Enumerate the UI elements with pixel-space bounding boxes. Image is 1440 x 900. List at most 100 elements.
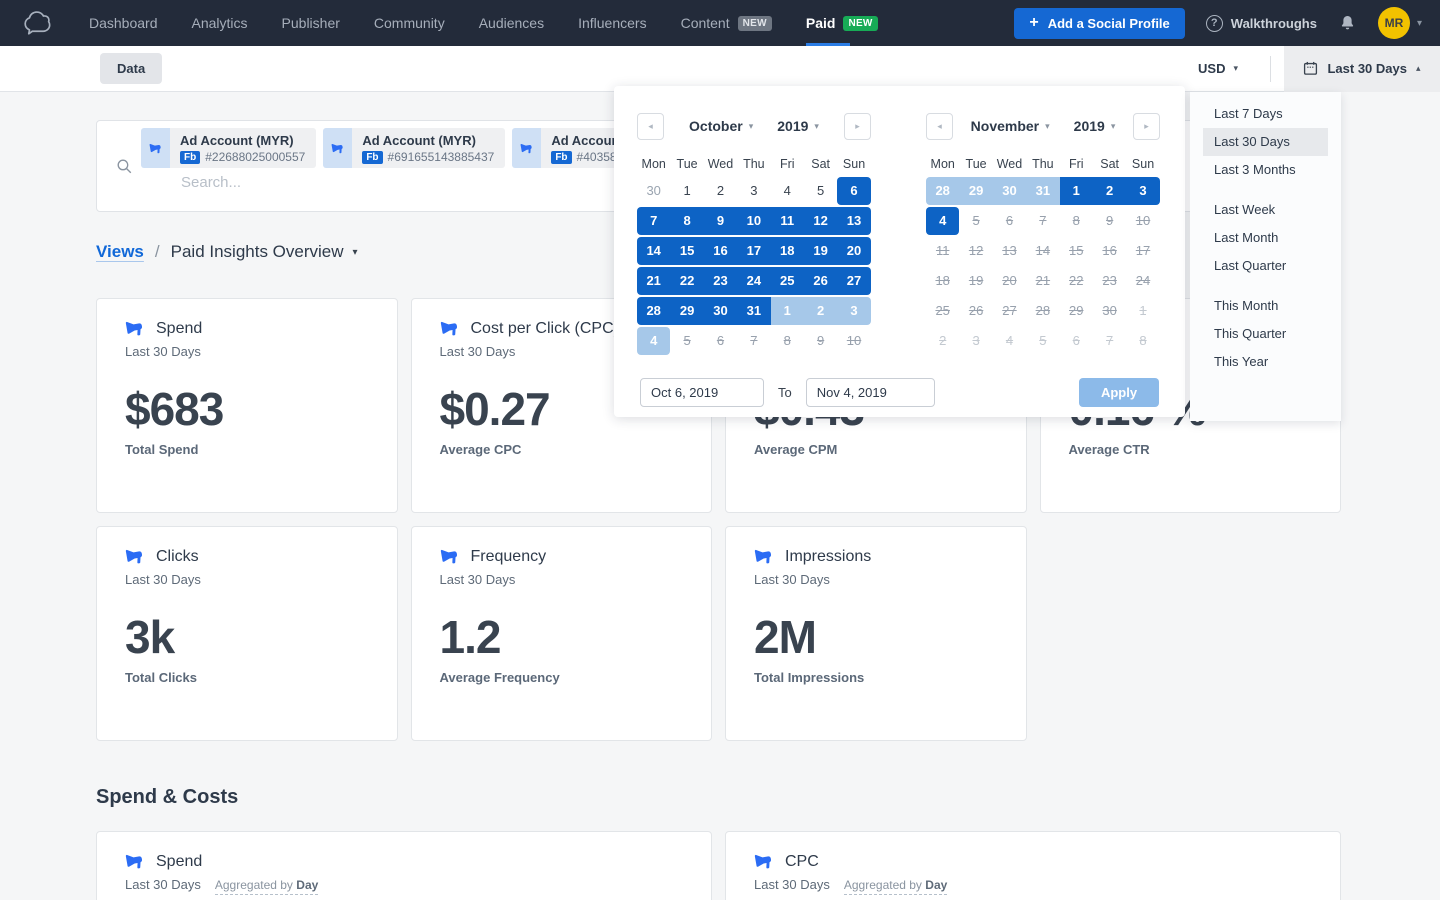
calendar-day[interactable]: 30 xyxy=(992,177,1027,205)
calendar-day[interactable]: 7 xyxy=(1106,333,1114,348)
calendar-day[interactable]: 30 xyxy=(646,183,661,198)
calendar-day[interactable]: 11 xyxy=(935,243,950,258)
calendar-day[interactable]: 7 xyxy=(637,207,671,235)
calendar-day[interactable]: 7 xyxy=(750,333,758,348)
calendar-day[interactable]: 4 xyxy=(637,327,671,355)
calendar-day[interactable]: 7 xyxy=(1039,213,1047,228)
calendar-day[interactable]: 1 xyxy=(770,297,804,325)
calendar-day[interactable]: 4 xyxy=(783,183,791,198)
calendar-day[interactable]: 9 xyxy=(1106,213,1114,228)
end-date-input[interactable] xyxy=(805,378,935,407)
prev-month-button[interactable]: ◂ xyxy=(637,112,664,140)
calendar-day[interactable]: 28 xyxy=(926,177,960,205)
calendar-day[interactable]: 11 xyxy=(770,207,804,235)
calendar-day[interactable]: 6 xyxy=(716,333,725,348)
calendar-day[interactable]: 31 xyxy=(737,297,771,325)
calendar-day[interactable]: 8 xyxy=(670,207,704,235)
calendar-day[interactable]: 28 xyxy=(1035,303,1051,318)
calendar-day[interactable]: 6 xyxy=(837,177,871,205)
calendar-day[interactable]: 5 xyxy=(972,213,980,228)
calendar-day[interactable]: 31 xyxy=(1026,177,1060,205)
calendar-day[interactable]: 30 xyxy=(703,297,738,325)
nav-item-publisher[interactable]: Publisher xyxy=(265,0,357,46)
calendar-day[interactable]: 1 xyxy=(683,183,691,198)
calendar-day[interactable]: 2 xyxy=(939,333,947,348)
calendar-day[interactable]: 29 xyxy=(959,177,993,205)
calendar-day[interactable]: 13 xyxy=(1002,243,1017,258)
nav-item-paid[interactable]: Paid NEW xyxy=(789,0,895,46)
calendar-day[interactable]: 4 xyxy=(926,207,960,235)
nav-item-content[interactable]: Content NEW xyxy=(664,0,789,46)
nav-item-influencers[interactable]: Influencers xyxy=(561,0,663,46)
calendar-day[interactable]: 2 xyxy=(716,183,725,198)
nav-item-analytics[interactable]: Analytics xyxy=(175,0,265,46)
calendar-day[interactable]: 22 xyxy=(670,267,704,295)
range-option-last-quarter[interactable]: Last Quarter xyxy=(1214,258,1287,273)
range-option-last-3-months[interactable]: Last 3 Months xyxy=(1214,162,1296,177)
calendar-day[interactable]: 15 xyxy=(1069,243,1084,258)
data-tab-button[interactable]: Data xyxy=(100,53,163,84)
apply-button[interactable]: Apply xyxy=(1079,378,1159,407)
month-select[interactable]: November ▾ xyxy=(971,118,1050,134)
add-social-profile-button[interactable]: + Add a Social Profile xyxy=(1014,7,1185,39)
calendar-day[interactable]: 19 xyxy=(968,273,984,288)
prev-month-button[interactable]: ◂ xyxy=(926,112,953,140)
calendar-day[interactable]: 20 xyxy=(837,237,871,265)
calendar-day[interactable]: 16 xyxy=(703,237,738,265)
calendar-day[interactable]: 9 xyxy=(703,207,738,235)
calendar-day[interactable]: 5 xyxy=(817,183,825,198)
search-input[interactable] xyxy=(181,174,611,191)
aggregation-toggle[interactable]: Aggregated by Day xyxy=(214,878,319,895)
calendar-day[interactable]: 1 xyxy=(1059,177,1093,205)
calendar-day[interactable]: 8 xyxy=(1139,333,1147,348)
calendar-day[interactable]: 14 xyxy=(1035,243,1051,258)
notifications-bell-icon[interactable] xyxy=(1338,14,1357,33)
calendar-day[interactable]: 12 xyxy=(803,207,838,235)
range-option-last-month[interactable]: Last Month xyxy=(1214,230,1279,245)
calendar-day[interactable]: 25 xyxy=(770,267,804,295)
year-select[interactable]: 2019 ▾ xyxy=(777,118,819,134)
calendar-day[interactable]: 22 xyxy=(1069,273,1084,288)
calendar-day[interactable]: 19 xyxy=(803,237,838,265)
app-logo-icon[interactable] xyxy=(22,8,52,38)
calendar-day[interactable]: 18 xyxy=(935,273,950,288)
calendar-day[interactable]: 23 xyxy=(1102,273,1117,288)
account-chip[interactable]: Ad Account (MYR) Fb #691655143885437 xyxy=(323,128,506,168)
range-option-last-30-days[interactable]: Last 30 Days xyxy=(1203,128,1328,156)
calendar-day[interactable]: 15 xyxy=(670,237,704,265)
account-chip[interactable]: Ad Account (MYR) Fb #22688025000557 xyxy=(141,128,317,168)
calendar-day[interactable]: 3 xyxy=(750,183,758,198)
calendar-day[interactable]: 30 xyxy=(1102,303,1117,318)
calendar-day[interactable]: 13 xyxy=(837,207,871,235)
calendar-day[interactable]: 21 xyxy=(1035,273,1051,288)
calendar-day[interactable]: 16 xyxy=(1102,243,1117,258)
view-selector[interactable]: Paid Insights Overview ▾ xyxy=(171,242,358,262)
walkthroughs-button[interactable]: ? Walkthroughs xyxy=(1205,14,1317,32)
year-select[interactable]: 2019 ▾ xyxy=(1074,118,1116,134)
range-option-this-month[interactable]: This Month xyxy=(1214,298,1279,313)
calendar-day[interactable]: 8 xyxy=(783,333,791,348)
calendar-day[interactable]: 20 xyxy=(1002,273,1017,288)
calendar-day[interactable]: 1 xyxy=(1139,303,1147,318)
avatar[interactable]: MR xyxy=(1377,7,1410,39)
calendar-day[interactable]: 27 xyxy=(837,267,871,295)
currency-select[interactable]: USD ▾ xyxy=(1198,61,1238,76)
calendar-day[interactable]: 9 xyxy=(817,333,825,348)
calendar-day[interactable]: 21 xyxy=(637,267,671,295)
aggregation-toggle[interactable]: Aggregated by Day xyxy=(843,878,948,895)
range-option-this-year[interactable]: This Year xyxy=(1214,354,1269,369)
month-select[interactable]: October ▾ xyxy=(689,118,753,134)
nav-item-audiences[interactable]: Audiences xyxy=(462,0,561,46)
range-option-last-week[interactable]: Last Week xyxy=(1214,202,1276,217)
calendar-day[interactable]: 6 xyxy=(1005,213,1014,228)
range-option-this-quarter[interactable]: This Quarter xyxy=(1214,326,1287,341)
nav-item-dashboard[interactable]: Dashboard xyxy=(72,0,175,46)
calendar-day[interactable]: 10 xyxy=(737,207,771,235)
range-option-last-7-days[interactable]: Last 7 Days xyxy=(1214,106,1283,121)
calendar-day[interactable]: 26 xyxy=(968,303,984,318)
calendar-day[interactable]: 4 xyxy=(1005,333,1014,348)
calendar-day[interactable]: 2 xyxy=(1092,177,1127,205)
calendar-day[interactable]: 25 xyxy=(935,303,950,318)
calendar-day[interactable]: 3 xyxy=(972,333,980,348)
calendar-day[interactable]: 17 xyxy=(1135,243,1151,258)
